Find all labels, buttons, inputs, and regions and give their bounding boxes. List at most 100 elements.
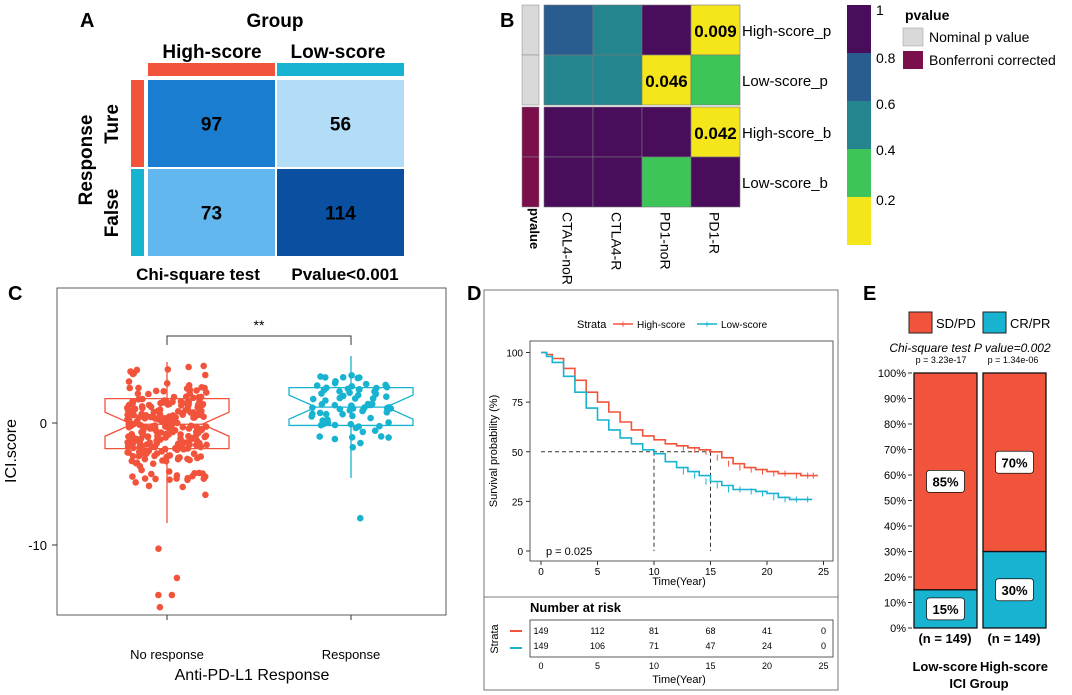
annotation-title: pvalue: [527, 208, 542, 249]
heatmap-cell: [690, 54, 741, 106]
outlier-point: [357, 514, 364, 522]
jitter-point: [200, 362, 207, 370]
km-y-axis: 100 75 50 25 0: [506, 349, 530, 558]
plot-frame-c: [56, 287, 447, 616]
jitter-point: [156, 410, 164, 418]
jitter-point: [372, 390, 380, 398]
contingency-value: 97: [201, 115, 222, 136]
jitter-point: [132, 459, 140, 467]
jitter-point: [336, 388, 343, 395]
bar-crpr: [982, 550, 1047, 629]
contingency-cell: [148, 169, 275, 256]
jitter-point: [202, 432, 210, 440]
risk-value: 112: [590, 626, 604, 636]
panel-d-letter: D: [467, 283, 481, 305]
e-ytick-label: 10%: [884, 598, 906, 610]
jitter-point: [322, 410, 330, 418]
jitter-point: [177, 398, 185, 405]
heatmap-cell: [543, 4, 594, 56]
heatmap-col-label: CTAL4-noR: [560, 212, 576, 285]
jitter-point: [376, 422, 383, 430]
km-xtick-label: 25: [818, 567, 830, 578]
jitter-point: [331, 379, 339, 387]
panel-c: C 0 -10 ICI.score ** No response Respons…: [3, 283, 447, 684]
annotation-cell: [521, 106, 540, 158]
jitter-point: [367, 414, 374, 422]
jitter-point: [186, 390, 193, 397]
colorbar-tick-label: 0.2: [876, 192, 896, 208]
footer-pvalue: Pvalue<0.001: [291, 265, 398, 284]
jitter-point: [141, 455, 149, 463]
jitter-point: [144, 433, 152, 440]
heatmap-cell: [641, 4, 692, 56]
risk-value: 41: [762, 626, 772, 636]
risk-value: 68: [705, 626, 715, 636]
contingency-value: 56: [330, 115, 351, 136]
jitter-point: [166, 476, 173, 484]
km-ytick-label: 75: [512, 398, 524, 409]
colorbar-tick-label: 1: [876, 2, 884, 18]
jitter-point: [129, 452, 137, 460]
panel-b-letter: B: [500, 10, 514, 32]
significance-bracket: [166, 335, 352, 345]
e-test-label: Chi-square test P value=0.002: [889, 341, 1051, 355]
heatmap-row-label: High-score_b: [742, 125, 831, 142]
bar-crpr-label: 30%: [1001, 583, 1027, 598]
jitter-point: [322, 397, 329, 404]
colorbar-segment: [847, 101, 871, 149]
jitter-point: [347, 402, 355, 410]
footer-test: Chi-square test: [136, 265, 260, 284]
jitter-point: [164, 366, 172, 373]
km-ytick-label: 100: [506, 349, 523, 360]
col-header-high: High-score: [162, 42, 261, 63]
jitter-point: [177, 431, 184, 438]
colorbar-segment: [847, 5, 871, 53]
e-ytick-label: 40%: [884, 521, 906, 533]
km-xtick-label: 0: [538, 567, 544, 578]
risk-table-frame: [529, 619, 834, 658]
colorbar-segment: [847, 197, 871, 245]
jitter-point: [198, 426, 206, 434]
jitter-point: [138, 466, 145, 474]
jitter-point: [359, 406, 367, 414]
e-ytick-label: 50%: [884, 496, 906, 508]
e-ytick-label: 0%: [890, 623, 906, 635]
e-n-high: (n = 149): [987, 631, 1040, 646]
jitter-point: [124, 449, 131, 456]
risk-value: 0: [821, 641, 826, 651]
jitter-point: [166, 419, 174, 427]
row-bar-true: [131, 80, 144, 167]
ytick-label-0: 0: [40, 416, 47, 431]
outlier-point: [168, 591, 176, 599]
jitter-point: [145, 390, 152, 398]
jitter-point: [193, 387, 200, 394]
legend-label-high: High-score: [637, 320, 686, 331]
jitter-point: [200, 413, 207, 421]
jitter-point: [180, 446, 187, 453]
jitter-point: [177, 441, 184, 448]
risk-xtick-label: 20: [762, 661, 772, 671]
jitter-point: [142, 412, 150, 419]
row-bar-false: [131, 169, 144, 256]
risk-xtick-label: 25: [818, 661, 828, 671]
heatmap-col-labels: CTAL4-noR CTLA4-R PD1-noR PD1-R: [560, 212, 723, 285]
contingency-cell: [148, 80, 275, 167]
jitter-point: [185, 363, 192, 371]
jitter-point: [185, 432, 192, 440]
legend-swatch-nominal: [902, 27, 924, 47]
heatmap-cell-label: 0.042: [694, 124, 737, 143]
panel-c-letter: C: [8, 283, 22, 305]
km-plot-frame: [529, 340, 834, 562]
jitter-point: [359, 428, 367, 436]
jitter-point: [127, 442, 134, 449]
col-bar-low: [277, 63, 404, 76]
xtick-label-no-response: No response: [130, 647, 204, 662]
legend-label-low: Low-score: [721, 320, 768, 331]
km-curve: [541, 351, 813, 501]
e-subp-low: p = 3.23e-17: [916, 355, 967, 365]
heatmap-cell-label: 0.009: [694, 22, 737, 41]
e-ytick-label: 30%: [884, 547, 906, 559]
risk-xtick-label: 0: [538, 661, 543, 671]
e-ytick-label: 60%: [884, 470, 906, 482]
